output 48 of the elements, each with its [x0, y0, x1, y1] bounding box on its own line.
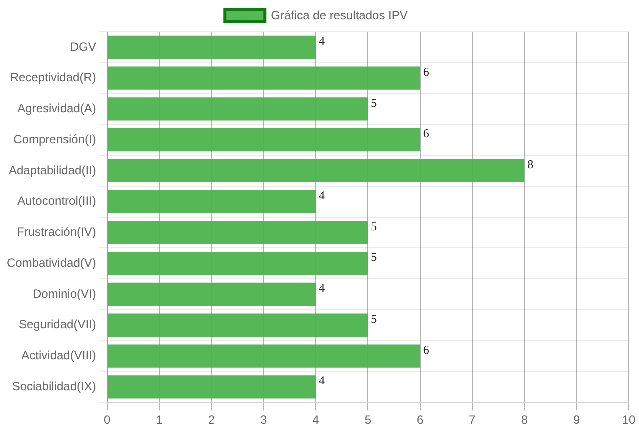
bar	[108, 190, 316, 214]
data-label: 4	[319, 281, 326, 296]
x-tick-label: 9	[573, 413, 580, 428]
data-label: 5	[371, 219, 378, 234]
y-tick-label: Receptividad(R)	[10, 70, 96, 85]
bar	[108, 314, 368, 337]
x-tick-label: 10	[622, 413, 636, 428]
data-label: 5	[371, 250, 378, 264]
data-label: 6	[423, 64, 430, 79]
y-tick-label: DGV	[70, 40, 96, 54]
bar	[108, 376, 316, 399]
bar	[108, 282, 316, 306]
bar	[108, 159, 525, 183]
x-tick-label: 5	[364, 413, 372, 428]
bar	[108, 36, 316, 60]
data-label: 6	[423, 342, 430, 357]
x-tick-label: 3	[260, 413, 268, 428]
data-label: 5	[371, 96, 378, 110]
data-label: 6	[423, 126, 430, 141]
y-tick-label: Comprensión(I)	[14, 132, 96, 146]
x-tick-label: 2	[208, 413, 216, 428]
y-tick-label: Adaptabilidad(II)	[8, 163, 96, 178]
y-tick-label: Combatividad(V)	[6, 256, 96, 270]
data-label: 4	[319, 34, 326, 48]
bar	[108, 344, 420, 368]
y-tick-label: Sociabilidad(IX)	[12, 379, 96, 394]
bar	[108, 221, 368, 244]
x-tick-label: 0	[104, 413, 112, 428]
y-tick-label: Autocontrol(III)	[18, 194, 96, 208]
data-label: 5	[371, 312, 378, 326]
x-tick-label: 7	[469, 413, 476, 428]
bar	[108, 128, 420, 152]
x-tick-label: 4	[312, 413, 320, 428]
y-tick-label: Agresividad(A)	[18, 102, 96, 116]
y-tick-label: Dominio(VI)	[33, 286, 96, 301]
y-tick-label: Frustración(IV)	[17, 225, 96, 240]
x-tick-label: 6	[417, 413, 424, 428]
bar	[108, 66, 420, 90]
bar	[108, 98, 368, 121]
legend-label: Gráfica de resultados IPV	[271, 8, 408, 22]
y-tick-label: Actividad(VIII)	[22, 348, 96, 363]
y-tick-label: Seguridad(VII)	[18, 318, 96, 332]
data-label: 8	[528, 158, 534, 172]
bar	[108, 252, 368, 276]
data-label: 4	[319, 374, 326, 388]
x-tick-label: 1	[156, 413, 164, 428]
data-label: 4	[319, 188, 326, 202]
x-tick-label: 8	[521, 413, 528, 428]
